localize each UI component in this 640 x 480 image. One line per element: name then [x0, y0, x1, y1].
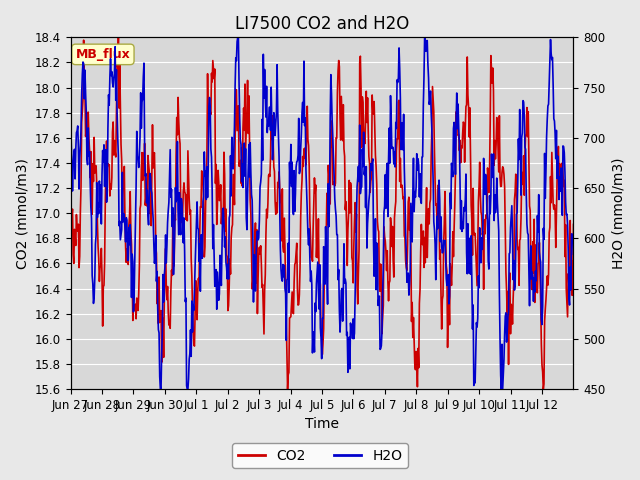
Y-axis label: CO2 (mmol/m3): CO2 (mmol/m3): [15, 158, 29, 269]
CO2: [570, 221, 577, 227]
H2O: [125, 242, 133, 248]
CO2: [67, 237, 74, 243]
H2O: [570, 252, 577, 257]
CO2: [126, 189, 134, 194]
Line: CO2: CO2: [70, 37, 573, 389]
CO2: [263, 206, 271, 212]
CO2: [403, 267, 411, 273]
CO2: [375, 229, 383, 235]
Line: H2O: H2O: [70, 37, 573, 389]
CO2: [115, 35, 122, 40]
Y-axis label: H2O (mmol/m3): H2O (mmol/m3): [611, 157, 625, 269]
H2O: [403, 279, 411, 285]
Text: MB_flux: MB_flux: [76, 48, 131, 61]
CO2: [219, 211, 227, 217]
CO2: [244, 78, 252, 84]
X-axis label: Time: Time: [305, 418, 339, 432]
H2O: [67, 195, 74, 201]
H2O: [234, 35, 241, 40]
H2O: [157, 386, 165, 392]
H2O: [375, 297, 383, 302]
Title: LI7500 CO2 and H2O: LI7500 CO2 and H2O: [235, 15, 409, 33]
Legend: CO2, H2O: CO2, H2O: [232, 443, 408, 468]
H2O: [264, 130, 271, 135]
H2O: [219, 207, 227, 213]
CO2: [284, 386, 291, 392]
H2O: [244, 167, 252, 173]
